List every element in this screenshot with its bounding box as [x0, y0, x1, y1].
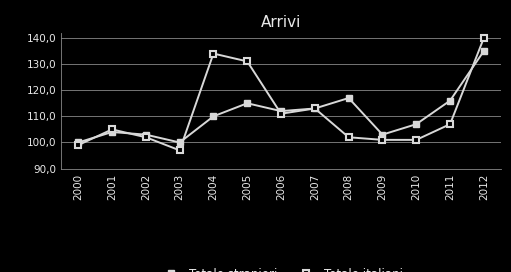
- Totale italiani: [75, 143, 81, 147]
- Totale italiani: [312, 107, 318, 110]
- Totale italiani: [244, 60, 250, 63]
- Totale stranieri: [211, 115, 217, 118]
- Totale italiani: [211, 52, 217, 55]
- Totale italiani: [177, 149, 183, 152]
- Title: Arrivi: Arrivi: [261, 15, 301, 30]
- Totale italiani: [481, 36, 487, 39]
- Totale italiani: [447, 123, 453, 126]
- Line: Totale italiani: Totale italiani: [75, 35, 487, 153]
- Totale stranieri: [345, 96, 352, 100]
- Totale italiani: [278, 112, 284, 115]
- Line: Totale stranieri: Totale stranieri: [75, 48, 487, 146]
- Totale stranieri: [447, 99, 453, 102]
- Totale italiani: [379, 138, 385, 141]
- Totale italiani: [413, 138, 420, 141]
- Totale italiani: [109, 128, 115, 131]
- Totale stranieri: [278, 109, 284, 113]
- Totale stranieri: [481, 49, 487, 52]
- Totale stranieri: [413, 123, 420, 126]
- Totale stranieri: [312, 107, 318, 110]
- Totale stranieri: [379, 133, 385, 136]
- Totale italiani: [143, 136, 149, 139]
- Totale stranieri: [75, 141, 81, 144]
- Legend: Totale stranieri, Totale italiani: Totale stranieri, Totale italiani: [154, 263, 408, 272]
- Totale stranieri: [177, 141, 183, 144]
- Totale stranieri: [244, 102, 250, 105]
- Totale italiani: [345, 136, 352, 139]
- Totale stranieri: [143, 133, 149, 136]
- Totale stranieri: [109, 130, 115, 134]
